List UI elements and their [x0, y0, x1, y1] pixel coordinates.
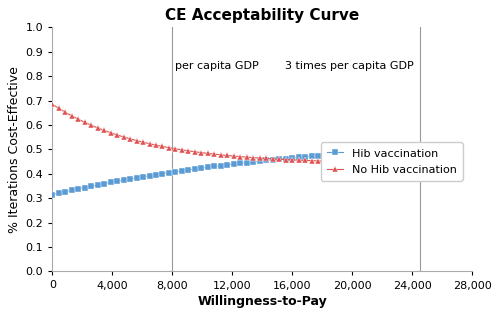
Hib vaccination — [172, 170, 178, 173]
Legend: Hib vaccination, No Hib vaccination: Hib vaccination, No Hib vaccination — [321, 143, 462, 181]
Line: No Hib vaccination: No Hib vaccination — [49, 101, 438, 167]
No Hib vaccination — [50, 102, 56, 106]
Hib vaccination — [289, 156, 295, 160]
No Hib vaccination — [146, 142, 152, 146]
Hib vaccination — [179, 169, 185, 173]
No Hib vaccination — [160, 144, 166, 148]
Hib vaccination — [50, 193, 56, 197]
No Hib vaccination — [289, 158, 295, 162]
Text: per capita GDP: per capita GDP — [176, 61, 259, 71]
Y-axis label: % Iterations Cost-Effective: % Iterations Cost-Effective — [8, 66, 22, 233]
Hib vaccination — [432, 145, 438, 149]
Hib vaccination — [146, 174, 152, 178]
Text: 3 times per capita GDP: 3 times per capita GDP — [285, 61, 414, 71]
No Hib vaccination — [114, 133, 120, 137]
No Hib vaccination — [179, 148, 185, 152]
Line: Hib vaccination: Hib vaccination — [49, 144, 438, 198]
No Hib vaccination — [172, 147, 178, 151]
Title: CE Acceptability Curve: CE Acceptability Curve — [165, 8, 360, 23]
Hib vaccination — [160, 172, 166, 176]
No Hib vaccination — [432, 161, 438, 165]
X-axis label: Willingness-to-Pay: Willingness-to-Pay — [198, 295, 327, 308]
Hib vaccination — [114, 179, 120, 183]
